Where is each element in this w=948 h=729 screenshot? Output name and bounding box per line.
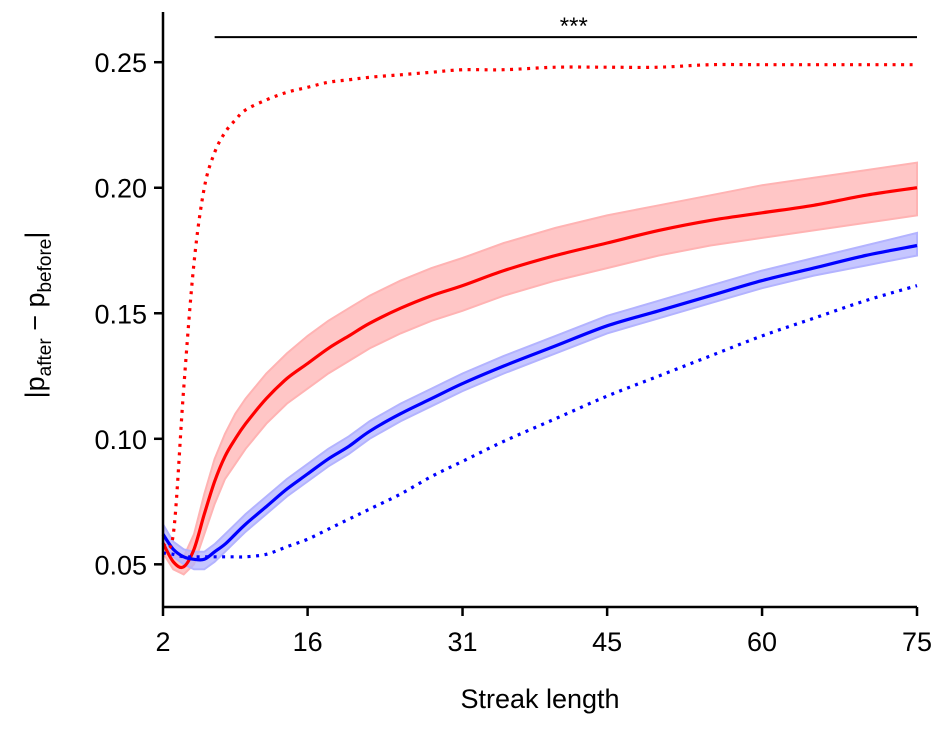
y-axis-label-suffix: |	[20, 232, 50, 239]
x-tick-label: 75	[902, 627, 932, 657]
y-axis-label: |pafter − pbefore|	[20, 232, 56, 399]
confidence-bands	[162, 161, 918, 576]
y-axis-label-sub-before: before	[35, 239, 56, 293]
x-tick-label: 60	[747, 627, 777, 657]
x-ticks: 2 16 31 45 60 75	[155, 607, 932, 657]
red-solid-line	[161, 186, 918, 570]
blue-confidence-band	[162, 231, 918, 571]
x-tick-label: 45	[592, 627, 622, 657]
y-tick-label: 0.15	[94, 299, 147, 329]
y-tick-label: 0.10	[94, 425, 147, 455]
axes	[161, 12, 917, 609]
red-confidence-band	[162, 161, 918, 576]
x-tick-label: 31	[448, 627, 478, 657]
y-tick-label: 0.25	[94, 48, 147, 78]
x-tick-label: 2	[155, 627, 170, 657]
y-axis-label-prefix: |p	[20, 376, 50, 398]
red-dotted-line	[161, 62, 917, 550]
series-lines	[161, 62, 918, 570]
x-axis-label: Streak length	[460, 684, 619, 714]
y-axis-label-sub-after: after	[35, 338, 56, 377]
blue-dotted-line	[162, 284, 918, 559]
significance-stars: ***	[560, 13, 588, 40]
significance-annotation: ***	[214, 13, 917, 40]
y-ticks: 0.05 0.10 0.15 0.20 0.25	[94, 48, 163, 580]
x-tick-label: 16	[293, 627, 323, 657]
y-tick-label: 0.05	[94, 550, 147, 580]
y-tick-label: 0.20	[94, 174, 147, 204]
y-axis-label-middle: − p	[20, 293, 50, 339]
